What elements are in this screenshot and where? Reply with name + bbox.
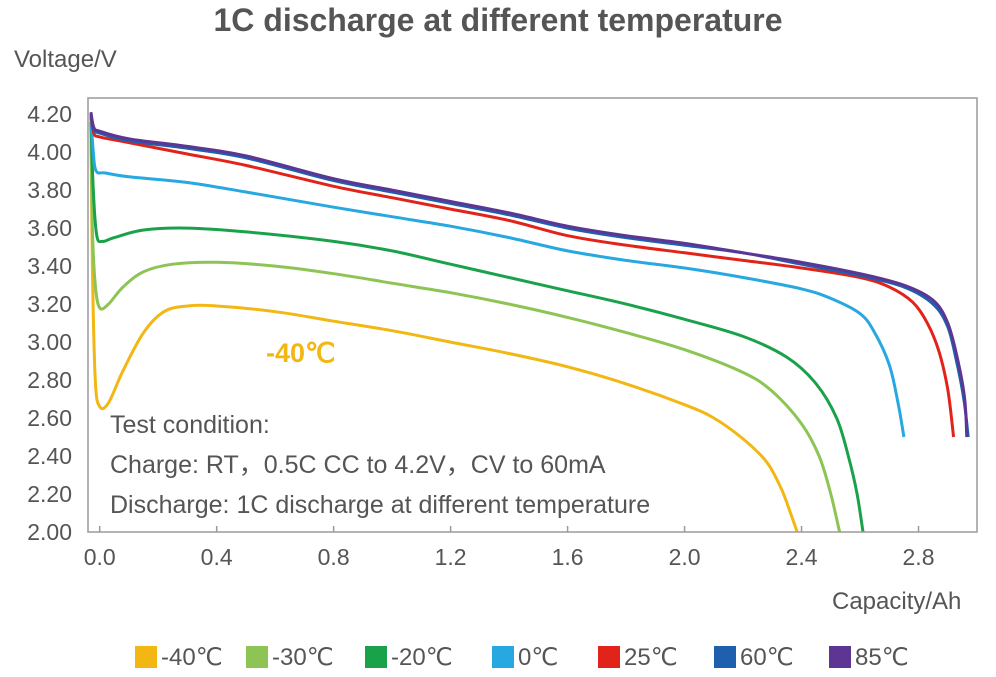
x-tick-label: 1.6 bbox=[552, 544, 584, 570]
y-tick-label: 2.80 bbox=[27, 367, 72, 393]
series-line bbox=[89, 123, 799, 533]
note-line: Discharge: 1C discharge at different tem… bbox=[110, 491, 651, 519]
note-line: Test condition: bbox=[110, 411, 270, 439]
legend-swatch bbox=[365, 646, 387, 668]
x-tick-label: 0.8 bbox=[318, 544, 350, 570]
legend-swatch bbox=[492, 646, 514, 668]
y-tick-label: 2.20 bbox=[27, 481, 72, 507]
x-tick-label: 2.8 bbox=[903, 544, 935, 570]
legend-label: 85℃ bbox=[855, 643, 909, 671]
x-tick-label: 2.4 bbox=[786, 544, 818, 570]
series-line bbox=[89, 111, 969, 438]
legend-swatch bbox=[714, 646, 736, 668]
series-line bbox=[89, 115, 956, 438]
y-tick-label: 4.00 bbox=[27, 139, 72, 165]
x-tick-label: 1.2 bbox=[435, 544, 467, 570]
legend-item: -40℃ bbox=[135, 640, 223, 674]
y-tick-label: 3.60 bbox=[27, 215, 72, 241]
legend-label: -30℃ bbox=[272, 643, 334, 671]
legend-swatch bbox=[598, 646, 620, 668]
series-line bbox=[89, 117, 906, 438]
legend-item: -30℃ bbox=[246, 640, 334, 674]
axis-ticks: 4.204.003.803.603.403.203.002.802.602.40… bbox=[27, 101, 934, 570]
legend-label: 25℃ bbox=[624, 643, 678, 671]
note-line: Charge: RT，0.5C CC to 4.2V，CV to 60mA bbox=[110, 451, 606, 479]
y-tick-label: 2.60 bbox=[27, 405, 72, 431]
y-tick-label: 4.20 bbox=[27, 101, 72, 127]
y-tick-label: 3.20 bbox=[27, 291, 72, 317]
legend-swatch bbox=[829, 646, 851, 668]
y-axis-label: Voltage/V bbox=[14, 46, 117, 73]
series-line bbox=[89, 113, 970, 438]
legend-swatch bbox=[246, 646, 268, 668]
legend-label: -20℃ bbox=[391, 643, 453, 671]
y-tick-label: 3.00 bbox=[27, 329, 72, 355]
test-condition-notes: Test condition: Charge: RT，0.5C CC to 4.… bbox=[110, 405, 650, 525]
legend-label: 0℃ bbox=[518, 643, 559, 671]
temperature-annotation: -40℃ bbox=[266, 338, 336, 368]
y-tick-label: 3.80 bbox=[27, 177, 72, 203]
chart-title: 1C discharge at different temperature bbox=[213, 2, 783, 38]
legend-label: 60℃ bbox=[740, 643, 794, 671]
y-tick-label: 2.40 bbox=[27, 443, 72, 469]
legend-item: 0℃ bbox=[492, 640, 558, 674]
y-tick-label: 3.40 bbox=[27, 253, 72, 279]
legend-item: -20℃ bbox=[365, 640, 453, 674]
legend-item: 60℃ bbox=[714, 640, 794, 674]
y-tick-label: 2.00 bbox=[27, 519, 72, 545]
legend-item: 25℃ bbox=[598, 640, 678, 674]
x-tick-label: 0.0 bbox=[84, 544, 116, 570]
series-line bbox=[89, 123, 842, 533]
plot-frame bbox=[87, 97, 978, 533]
legend-label: -40℃ bbox=[161, 643, 223, 671]
x-tick-label: 2.0 bbox=[669, 544, 701, 570]
legend: -40℃ -30℃ -20℃ 0℃ 25℃ 60℃ 85℃ bbox=[0, 640, 996, 674]
legend-item: 85℃ bbox=[829, 640, 909, 674]
legend-swatch bbox=[135, 646, 157, 668]
series-lines bbox=[89, 111, 970, 533]
x-tick-label: 0.4 bbox=[201, 544, 233, 570]
x-axis-label: Capacity/Ah bbox=[832, 588, 962, 615]
series-line bbox=[89, 121, 865, 533]
